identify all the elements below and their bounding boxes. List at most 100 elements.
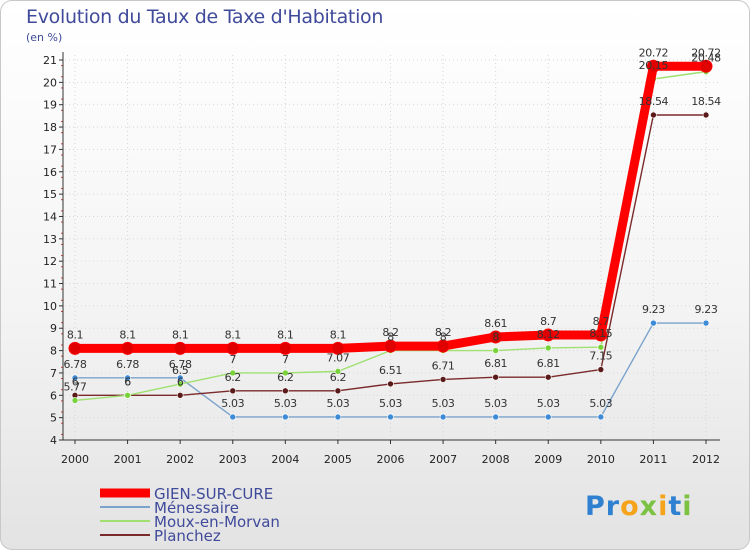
- data-point: [492, 347, 499, 354]
- x-tick-label: 2001: [114, 453, 142, 466]
- x-tick-label: 2010: [587, 453, 615, 466]
- data-point: [650, 111, 657, 119]
- legend-label: Planchez: [154, 527, 221, 545]
- data-label: 6.81: [537, 357, 560, 370]
- data-point: [439, 413, 447, 421]
- data-point: [387, 380, 394, 388]
- data-point: [71, 374, 79, 382]
- proxiti-logo: Proxiti: [585, 491, 693, 522]
- data-label: 8.61: [484, 317, 507, 330]
- data-label: 5.03: [432, 397, 455, 410]
- x-tick-label: 2012: [692, 453, 720, 466]
- data-label: 5.77: [64, 380, 87, 393]
- data-label: 5.03: [537, 397, 560, 410]
- data-point: [646, 59, 660, 73]
- data-point: [282, 387, 289, 395]
- data-point: [439, 376, 447, 383]
- data-label: 8.7: [593, 315, 610, 328]
- data-point: [229, 413, 237, 421]
- data-label: 8.2: [382, 326, 398, 339]
- y-tick-label: 19: [43, 99, 57, 112]
- data-point: [384, 339, 397, 353]
- data-point: [124, 391, 131, 399]
- x-tick-label: 2005: [324, 453, 352, 466]
- data-label: 6.78: [64, 358, 87, 371]
- data-point: [176, 380, 184, 388]
- data-point: [68, 341, 82, 355]
- x-tick-label: 2007: [429, 453, 457, 466]
- x-tick-label: 2003: [219, 453, 247, 466]
- y-unit-label: (en %): [26, 31, 63, 44]
- data-point: [282, 413, 289, 421]
- x-tick-label: 2000: [61, 453, 89, 466]
- data-label: 20.72: [639, 46, 669, 59]
- x-tick-label: 2002: [166, 453, 194, 466]
- data-label: 5.03: [221, 397, 244, 410]
- chart-title: Evolution du Taux de Taxe d'Habitation: [26, 6, 384, 28]
- data-point: [699, 59, 713, 73]
- data-label: 7: [282, 353, 289, 366]
- data-label: 6: [124, 375, 131, 388]
- data-label: 8.2: [435, 326, 451, 339]
- data-point: [544, 373, 552, 381]
- data-point: [702, 319, 710, 327]
- y-tick-label: 14: [43, 210, 57, 223]
- data-point: [226, 341, 240, 355]
- data-point: [597, 366, 605, 373]
- data-label: 9.23: [695, 303, 718, 316]
- data-label: 6.78: [169, 358, 192, 371]
- legend-label: GIEN-SUR-CURE: [154, 485, 273, 503]
- data-label: 9.23: [642, 303, 665, 316]
- data-point: [229, 369, 237, 377]
- data-label: 8.1: [67, 328, 83, 341]
- x-tick-label: 2011: [639, 453, 667, 466]
- data-label: 18.54: [639, 95, 669, 108]
- data-point: [229, 387, 237, 395]
- data-label: 6: [177, 375, 184, 388]
- data-label: 8.1: [277, 328, 293, 341]
- data-point: [173, 341, 187, 355]
- data-label: 7.15: [589, 350, 612, 363]
- data-label: 7.07: [326, 351, 349, 364]
- data-label: 6: [72, 375, 79, 388]
- data-point: [544, 413, 552, 421]
- data-point: [489, 330, 503, 344]
- data-point: [702, 111, 710, 119]
- legend-label: Ménessaire: [154, 499, 239, 517]
- data-label: 8.1: [225, 328, 241, 341]
- data-point: [541, 328, 555, 342]
- data-label: 5.03: [589, 397, 612, 410]
- y-tick-label: 17: [43, 143, 57, 156]
- y-tick-label: 10: [43, 300, 57, 313]
- y-tick-label: 20: [43, 76, 57, 89]
- data-label: 8.1: [330, 328, 346, 341]
- data-point: [331, 341, 345, 355]
- data-point: [492, 413, 499, 421]
- data-point: [544, 344, 552, 352]
- data-label: 6.2: [330, 371, 346, 384]
- data-point: [282, 369, 289, 377]
- data-label: 6.51: [379, 364, 402, 377]
- data-label: 8.7: [540, 315, 557, 328]
- data-label: 5.03: [484, 397, 507, 410]
- x-tick-label: 2004: [271, 453, 299, 466]
- data-label: 20.48: [691, 52, 721, 65]
- data-label: 7: [229, 353, 236, 366]
- data-point: [334, 368, 342, 375]
- data-point: [124, 374, 131, 382]
- data-label: 6.78: [116, 358, 139, 371]
- data-point: [334, 413, 342, 421]
- y-tick-label: 7: [50, 367, 57, 380]
- data-label: 8: [440, 331, 447, 344]
- y-tick-label: 18: [43, 121, 57, 134]
- data-point: [650, 319, 657, 327]
- data-point: [597, 343, 605, 351]
- y-tick-label: 15: [43, 188, 57, 201]
- data-point: [176, 391, 184, 399]
- data-point: [594, 328, 608, 342]
- x-tick-label: 2009: [534, 453, 562, 466]
- data-point: [492, 373, 499, 381]
- x-tick-label: 2008: [482, 453, 510, 466]
